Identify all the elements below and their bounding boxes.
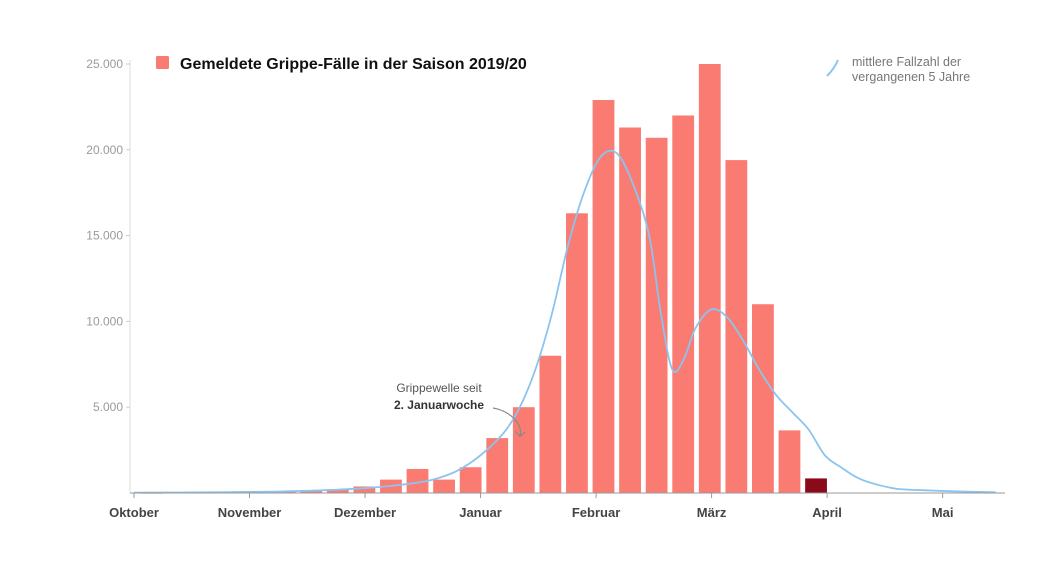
bar [592,100,615,493]
x-tick-label: Mai [932,505,954,520]
bar [512,407,535,493]
y-tick-label: 15.000 [86,229,123,243]
chart-title: Gemeldete Grippe-Fälle in der Saison 201… [180,56,527,73]
bar [725,160,748,493]
y-tick-label: 5.000 [93,400,123,414]
bar [326,489,349,493]
annotation-arrowhead [514,430,526,438]
x-tick-label: März [697,505,727,520]
bars [140,64,827,494]
bar [353,486,376,493]
bar [566,213,588,494]
bar [486,438,509,493]
bar [539,355,562,493]
y-tick-label: 20.000 [86,143,123,157]
x-tick-label: April [812,505,842,520]
bar [300,490,323,493]
annotation-arrow [492,407,521,437]
bar [698,64,721,493]
bar [805,478,827,493]
x-axis-ticks: Oktober November Dezember Januar Februar März… [109,493,953,520]
legend-bars: Gemeldete Grippe-Fälle in der Saison 201… [156,56,527,73]
x-tick-label: Februar [572,505,620,520]
bar [645,137,668,493]
legend-bar-swatch [156,56,169,69]
annotation-line1: Grippewelle seit [396,381,482,395]
x-tick-label: Oktober [109,505,159,520]
bar [752,304,774,493]
bar [406,468,429,493]
annotation-line2: 2. Januarwoche [394,398,484,412]
y-axis-ticks: 5.000 10.000 15.000 20.000 25.000 [86,57,130,414]
bar [619,127,641,493]
bar [672,115,695,493]
bar [433,479,455,493]
y-tick-label: 25.000 [86,57,123,71]
average-line-layer [133,149,996,494]
x-tick-label: November [218,505,282,520]
y-tick-label: 10.000 [86,314,123,328]
annotation: Grippewelle seit 2. Januarwoche [394,381,526,438]
legend-line-swatch [826,59,839,77]
legend-line-label-line1: mittlere Fallzahl der [852,55,961,69]
legend-line-label-line2: vergangenen 5 Jahre [852,70,970,84]
x-tick-label: Januar [459,505,502,520]
average-line [133,149,996,494]
bar [778,430,801,493]
x-tick-label: Dezember [334,505,396,520]
bar [459,467,482,493]
legend-line: mittlere Fallzahl der vergangenen 5 Jahr… [826,55,970,84]
